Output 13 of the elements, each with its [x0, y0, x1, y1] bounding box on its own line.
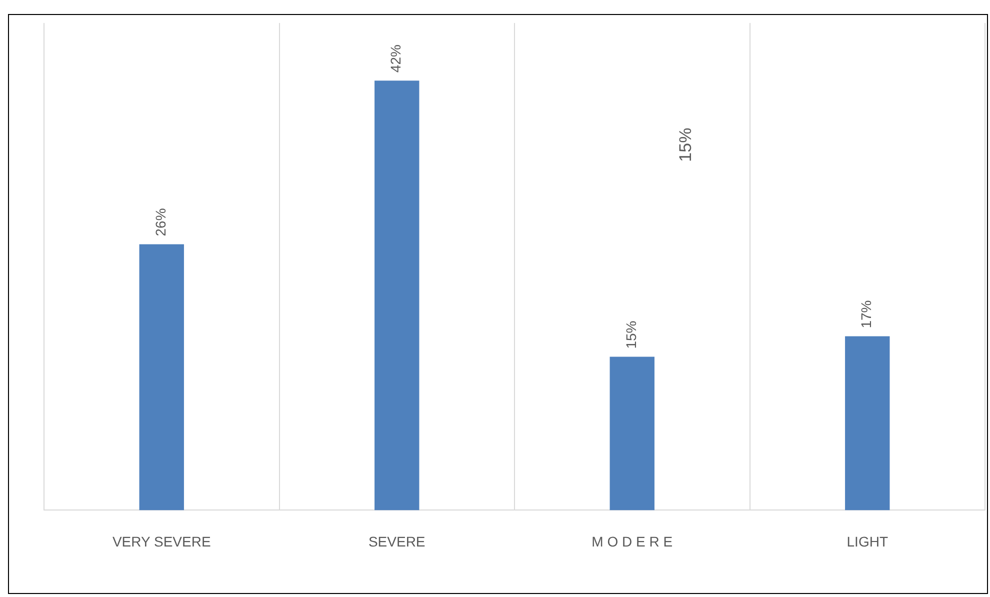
data-label: 15% [622, 320, 639, 349]
x-tick-label: SEVERE [368, 533, 426, 550]
annotation: 15% [676, 128, 695, 162]
bar [845, 336, 890, 510]
bar [374, 80, 420, 510]
x-tick-label: LIGHT [846, 533, 888, 550]
data-label: 26% [152, 208, 168, 236]
bar [610, 356, 654, 510]
data-label: 42% [388, 44, 404, 73]
bar [139, 244, 184, 510]
data-label: 17% [858, 300, 874, 328]
x-tick-label: VERY SEVERE [112, 533, 211, 550]
x-tick-label: M O D E R E [592, 533, 673, 550]
